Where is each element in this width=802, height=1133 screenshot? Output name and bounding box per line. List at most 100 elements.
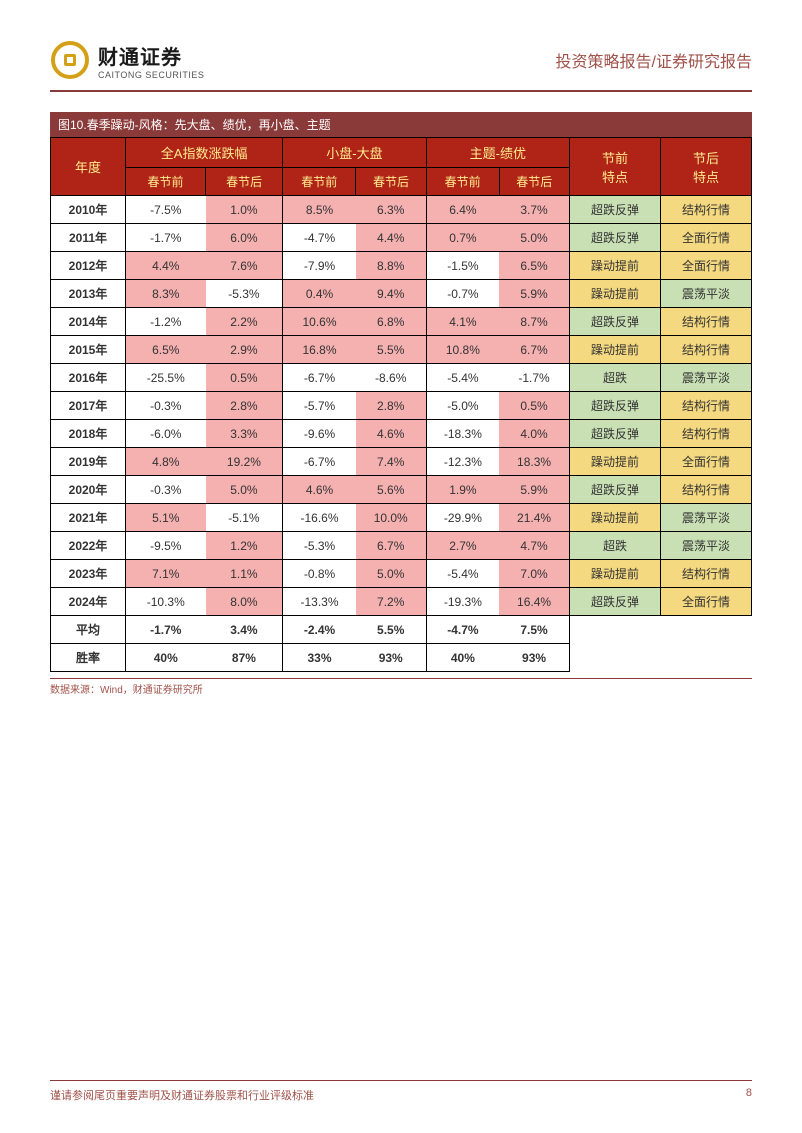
table-row: 2017年-0.3%2.8%-5.7%2.8%-5.0%0.5%超跌反弹结构行情 (51, 392, 752, 420)
post-feature-cell: 全面行情 (660, 588, 751, 616)
value-cell: 8.7% (499, 308, 569, 336)
sub-c3: 春节前 (283, 168, 356, 196)
value-cell: 5.5% (356, 336, 426, 364)
value-cell: 8.0% (206, 588, 283, 616)
summary-value-cell: 87% (206, 644, 283, 672)
value-cell: 2.7% (426, 532, 499, 560)
value-cell: 8.3% (125, 280, 205, 308)
pre-feature-cell: 超跌反弹 (570, 420, 661, 448)
table-row: 2014年-1.2%2.2%10.6%6.8%4.1%8.7%超跌反弹结构行情 (51, 308, 752, 336)
col-group1: 全A指数涨跌幅 (125, 138, 282, 168)
year-cell: 2014年 (51, 308, 126, 336)
value-cell: -7.5% (125, 196, 205, 224)
value-cell: -1.7% (499, 364, 569, 392)
value-cell: -0.7% (426, 280, 499, 308)
table-row: 2021年5.1%-5.1%-16.6%10.0%-29.9%21.4%躁动提前… (51, 504, 752, 532)
footer-page-number: 8 (746, 1087, 752, 1103)
sub-c2: 春节后 (206, 168, 283, 196)
pre-feature-cell: 超跌 (570, 532, 661, 560)
pre-feature-cell: 躁动提前 (570, 448, 661, 476)
post-feature-cell: 结构行情 (660, 336, 751, 364)
value-cell: -9.6% (283, 420, 356, 448)
summary-value-cell: 33% (283, 644, 356, 672)
value-cell: 7.4% (356, 448, 426, 476)
value-cell: 6.4% (426, 196, 499, 224)
pre-feature-cell: 超跌反弹 (570, 196, 661, 224)
blank-cell (660, 616, 751, 672)
value-cell: 6.5% (125, 336, 205, 364)
value-cell: -12.3% (426, 448, 499, 476)
value-cell: 21.4% (499, 504, 569, 532)
value-cell: 4.7% (499, 532, 569, 560)
value-cell: 5.0% (206, 476, 283, 504)
table-row: 2019年4.8%19.2%-6.7%7.4%-12.3%18.3%躁动提前全面… (51, 448, 752, 476)
page-footer: 谨请参阅尾页重要声明及财通证券股票和行业评级标准 8 (50, 1080, 752, 1103)
value-cell: -9.5% (125, 532, 205, 560)
summary-row: 平均-1.7%3.4%-2.4%5.5%-4.7%7.5% (51, 616, 752, 644)
value-cell: 4.8% (125, 448, 205, 476)
post-feature-cell: 全面行情 (660, 224, 751, 252)
value-cell: 6.0% (206, 224, 283, 252)
value-cell: 0.5% (499, 392, 569, 420)
year-cell: 2012年 (51, 252, 126, 280)
sub-c1: 春节前 (125, 168, 205, 196)
value-cell: -16.6% (283, 504, 356, 532)
value-cell: 16.8% (283, 336, 356, 364)
value-cell: -6.7% (283, 364, 356, 392)
value-cell: 10.6% (283, 308, 356, 336)
post-feature-cell: 结构行情 (660, 476, 751, 504)
page-header: 财通证券 CAITONG SECURITIES 投资策略报告/证券研究报告 (50, 40, 752, 92)
year-cell: 2017年 (51, 392, 126, 420)
value-cell: -5.4% (426, 364, 499, 392)
value-cell: -29.9% (426, 504, 499, 532)
value-cell: -25.5% (125, 364, 205, 392)
table-row: 2022年-9.5%1.2%-5.3%6.7%2.7%4.7%超跌震荡平淡 (51, 532, 752, 560)
table-row: 2010年-7.5%1.0%8.5%6.3%6.4%3.7%超跌反弹结构行情 (51, 196, 752, 224)
summary-value-cell: -1.7% (125, 616, 205, 644)
value-cell: -1.5% (426, 252, 499, 280)
value-cell: -5.1% (206, 504, 283, 532)
report-type-label: 投资策略报告/证券研究报告 (556, 48, 752, 72)
pre-feature-cell: 躁动提前 (570, 560, 661, 588)
table-row: 2012年4.4%7.6%-7.9%8.8%-1.5%6.5%躁动提前全面行情 (51, 252, 752, 280)
value-cell: -4.7% (283, 224, 356, 252)
summary-value-cell: -2.4% (283, 616, 356, 644)
year-cell: 2018年 (51, 420, 126, 448)
summary-label-cell: 平均 (51, 616, 126, 644)
pre-feature-cell: 躁动提前 (570, 280, 661, 308)
company-logo-icon (50, 40, 90, 80)
value-cell: 6.7% (356, 532, 426, 560)
value-cell: 7.2% (356, 588, 426, 616)
post-feature-cell: 全面行情 (660, 448, 751, 476)
value-cell: -8.6% (356, 364, 426, 392)
year-cell: 2023年 (51, 560, 126, 588)
pre-feature-cell: 超跌反弹 (570, 588, 661, 616)
logo-block: 财通证券 CAITONG SECURITIES (50, 40, 204, 80)
year-cell: 2022年 (51, 532, 126, 560)
value-cell: -6.7% (283, 448, 356, 476)
value-cell: -13.3% (283, 588, 356, 616)
summary-label-cell: 胜率 (51, 644, 126, 672)
value-cell: 7.1% (125, 560, 205, 588)
value-cell: 6.8% (356, 308, 426, 336)
pre-feature-cell: 超跌 (570, 364, 661, 392)
data-table: 年度 全A指数涨跌幅 小盘-大盘 主题-绩优 节前 特点 节后 特点 春节前 春… (50, 137, 752, 672)
value-cell: -0.3% (125, 392, 205, 420)
value-cell: 6.5% (499, 252, 569, 280)
post-feature-cell: 结构行情 (660, 560, 751, 588)
value-cell: 4.6% (356, 420, 426, 448)
value-cell: 3.3% (206, 420, 283, 448)
value-cell: 2.8% (206, 392, 283, 420)
year-cell: 2013年 (51, 280, 126, 308)
value-cell: 18.3% (499, 448, 569, 476)
figure-title: 图10.春季躁动-风格：先大盘、绩优，再小盘、主题 (50, 112, 752, 137)
pre-feature-cell: 超跌反弹 (570, 476, 661, 504)
logo-text: 财通证券 CAITONG SECURITIES (98, 41, 204, 80)
year-cell: 2011年 (51, 224, 126, 252)
blank-cell (570, 616, 661, 672)
value-cell: 5.9% (499, 476, 569, 504)
value-cell: -5.3% (283, 532, 356, 560)
footer-disclaimer: 谨请参阅尾页重要声明及财通证券股票和行业评级标准 (50, 1087, 314, 1103)
value-cell: -10.3% (125, 588, 205, 616)
summary-value-cell: 5.5% (356, 616, 426, 644)
